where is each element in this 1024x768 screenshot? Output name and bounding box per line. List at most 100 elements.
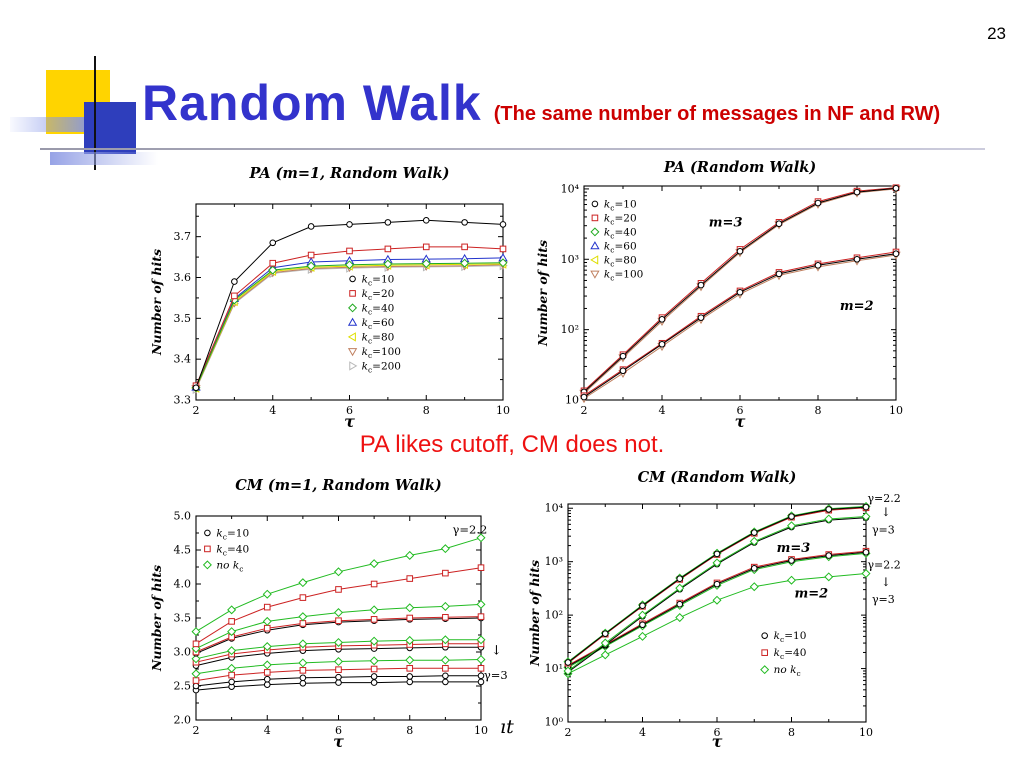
y-tick-label: 3.7 xyxy=(174,230,192,243)
svg-text:kc=80: kc=80 xyxy=(604,254,637,268)
x-tick-label: 8 xyxy=(423,404,430,417)
x-tick-label: 8 xyxy=(815,404,822,417)
x-tick-label: 6 xyxy=(335,724,342,737)
y-tick-label: 2.5 xyxy=(174,680,192,693)
plot-frame xyxy=(195,203,504,401)
x-axis-label: τ xyxy=(712,732,723,751)
svg-text:kc=100: kc=100 xyxy=(362,346,401,360)
y-axis-label: Number of hits xyxy=(150,249,164,356)
y-tick-label: 3.0 xyxy=(174,646,192,659)
y-tick-label: 4.5 xyxy=(174,544,192,557)
annotation: γ=2.2 xyxy=(867,558,900,571)
x-tick-label: 10 xyxy=(889,404,903,417)
series xyxy=(191,654,486,679)
page-number: 23 xyxy=(987,24,1006,43)
y-tick-label: 3.4 xyxy=(174,353,192,366)
svg-text:kc=40: kc=40 xyxy=(604,226,637,240)
svg-text:kc=20: kc=20 xyxy=(362,288,395,302)
series xyxy=(191,259,507,393)
y-tick-label: 10⁰ xyxy=(545,716,564,729)
x-tick-label: 6 xyxy=(714,726,721,739)
x-tick-label: 4 xyxy=(659,404,666,417)
annotation: m=3 xyxy=(777,541,811,556)
x-axis-label: τ xyxy=(344,412,355,431)
svg-text:kc=20: kc=20 xyxy=(604,212,637,226)
annotation: γ=3 xyxy=(872,593,895,606)
series xyxy=(192,217,507,392)
y-tick-label: 10⁴ xyxy=(545,502,564,515)
chart-cm-m1-svg: CM (m=1, Random Walk) 2 4 6 8 10 2.0 2.5 3.0 3.5 4… xyxy=(149,477,508,751)
x-tick-label: 10 xyxy=(474,724,488,737)
y-axis-label: Number of hits xyxy=(150,565,164,672)
y-tick-label: 2.0 xyxy=(174,714,192,727)
annotation: γ=3 xyxy=(484,668,508,682)
x-tick-label: 10 xyxy=(496,404,510,417)
y-tick-label: 4.0 xyxy=(174,578,192,591)
x-tick-label: 8 xyxy=(788,726,795,739)
annotation: ↓ xyxy=(881,505,891,519)
x-tick-label: 2 xyxy=(581,404,588,417)
annotation: γ=3 xyxy=(872,523,895,536)
svg-text:kc=200: kc=200 xyxy=(362,360,401,374)
svg-text:kc=80: kc=80 xyxy=(362,331,395,345)
x-tick-label: 4 xyxy=(264,724,271,737)
series xyxy=(564,503,870,666)
series xyxy=(191,599,486,654)
x-axis-label: τ xyxy=(333,732,344,751)
axes-ticks xyxy=(583,186,897,401)
series xyxy=(191,261,508,394)
y-tick-label: 10 xyxy=(565,394,579,407)
annotation: m=3 xyxy=(709,216,743,231)
annotation: m=2 xyxy=(794,587,828,602)
annotation: ↓ xyxy=(491,644,502,659)
series xyxy=(192,243,507,390)
x-tick-label: 8 xyxy=(406,724,413,737)
annotation: γ=2.2 xyxy=(867,492,900,505)
x-tick-label: 6 xyxy=(346,404,353,417)
series xyxy=(563,569,871,679)
y-tick-label: 10² xyxy=(561,323,579,336)
accent-gradient-bar-top xyxy=(10,117,96,132)
x-tick-label: 10 xyxy=(859,726,873,739)
svg-text:kc=40: kc=40 xyxy=(216,543,249,557)
y-tick-label: 10⁴ xyxy=(561,182,580,195)
series xyxy=(192,665,485,684)
accent-vertical-line xyxy=(94,56,96,170)
chart-pa-rw-svg: PA (Random Walk) 2 4 6 8 10 10 10² 10³ 10⁴ Number … xyxy=(535,159,903,431)
series xyxy=(192,678,485,694)
accent-square-blue xyxy=(84,102,136,154)
x-tick-label: 4 xyxy=(639,726,646,739)
chart-title: PA (m=1, Random Walk) xyxy=(248,165,449,182)
chart-title: CM (Random Walk) xyxy=(638,469,797,486)
svg-text:kc=60: kc=60 xyxy=(604,240,637,254)
chart-cm-m1-random-walk: CM (m=1, Random Walk) 2 4 6 8 10 2.0 2.5 3.0 3.5 4… xyxy=(149,466,515,752)
y-tick-label: 10¹ xyxy=(545,662,563,675)
chart-cm-rw-svg: CM (Random Walk) 2 4 6 8 10 10⁰ 10¹ 10² 10³ 10⁴ Num… xyxy=(527,469,901,751)
y-axis-label: Number of hits xyxy=(536,240,550,347)
x-tick-label: 2 xyxy=(193,404,200,417)
svg-text:kc=40: kc=40 xyxy=(774,647,807,661)
svg-text:kc=10: kc=10 xyxy=(774,630,807,644)
y-tick-label: 3.5 xyxy=(174,312,192,325)
svg-text:kc=60: kc=60 xyxy=(362,317,395,331)
accent-gradient-bar-bottom xyxy=(50,152,158,165)
svg-text:no kc: no kc xyxy=(216,559,243,573)
title-underline xyxy=(40,148,985,150)
svg-text:kc=40: kc=40 xyxy=(362,302,395,316)
x-tick-label: 4 xyxy=(269,404,276,417)
x-tick-label: 2 xyxy=(193,724,200,737)
chart-legend: kc=10 kc=40 no kc xyxy=(202,527,249,573)
series xyxy=(564,548,870,670)
y-tick-label: 5.0 xyxy=(174,510,192,523)
y-axis-label: Number of hits xyxy=(528,560,542,667)
x-tick-label: 2 xyxy=(565,726,572,739)
title-row: Random Walk (The same number of messages… xyxy=(142,74,940,132)
series xyxy=(192,613,485,656)
svg-text:kc=10: kc=10 xyxy=(216,527,249,541)
chart-title: CM (m=1, Random Walk) xyxy=(235,477,442,494)
chart-legend: kc=10 kc=40 no kc xyxy=(760,630,807,678)
slide-title: Random Walk xyxy=(142,75,482,131)
series xyxy=(191,533,486,637)
